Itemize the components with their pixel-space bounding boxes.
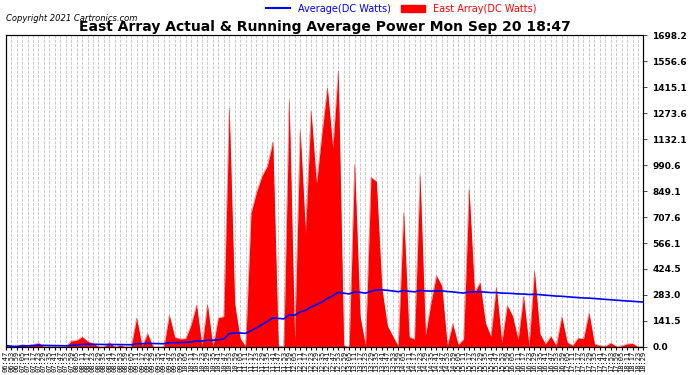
- Legend: Average(DC Watts), East Array(DC Watts): Average(DC Watts), East Array(DC Watts): [262, 0, 540, 18]
- Text: Copyright 2021 Cartronics.com: Copyright 2021 Cartronics.com: [6, 14, 137, 23]
- Title: East Array Actual & Running Average Power Mon Sep 20 18:47: East Array Actual & Running Average Powe…: [79, 20, 571, 34]
